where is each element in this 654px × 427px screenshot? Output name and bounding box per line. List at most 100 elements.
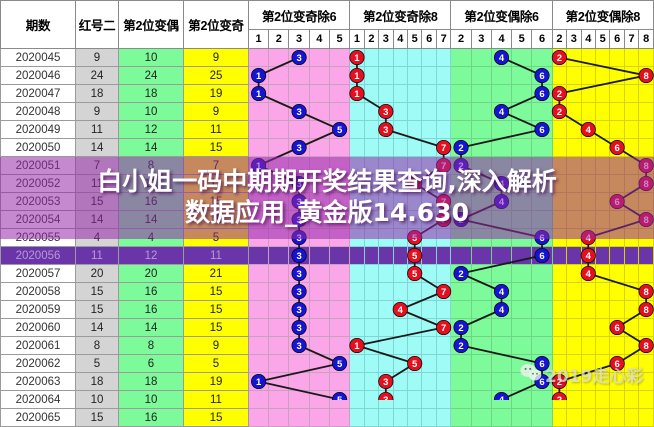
- table-row[interactable]: 2020059 15 16 15: [0, 300, 654, 319]
- cell-slot-3-6: [531, 138, 553, 157]
- cell-slot-2-3: [378, 354, 394, 373]
- cell-slot-2-5: [406, 300, 423, 319]
- cell-slot-4-5: [594, 282, 611, 301]
- cell-slot-3-4: [490, 336, 513, 355]
- cell-slot-1-4: [308, 48, 330, 67]
- cell-slot-4-8: [638, 246, 654, 265]
- cell-slot-2-1: [349, 372, 365, 391]
- cell-slot-4-4: [580, 120, 596, 139]
- table-row[interactable]: 2020050 14 14 15: [0, 138, 654, 157]
- cell-slot-2-5: [406, 102, 423, 121]
- cell-slot-2-6: [421, 336, 437, 355]
- table-row[interactable]: 2020065 15 16 15: [0, 408, 654, 427]
- table-row[interactable]: 2020061 8 8 9: [0, 336, 654, 355]
- cell-slot-1-2: [268, 408, 290, 427]
- cell-slot-1-1: [247, 300, 270, 319]
- cell-even: 18: [118, 84, 184, 103]
- cell-slot-1-1: [247, 336, 270, 355]
- cell-slot-2-2: [363, 138, 380, 157]
- cell-slot-4-2: [551, 102, 568, 121]
- cell-slot-2-7: [435, 408, 452, 427]
- cell-issue: 2020063: [0, 372, 76, 391]
- cell-slot-4-4: [580, 408, 596, 427]
- cell-slot-2-3: [378, 408, 394, 427]
- cell-slot-2-4: [392, 300, 408, 319]
- cell-slot-4-2: [551, 282, 568, 301]
- cell-slot-2-6: [421, 264, 437, 283]
- cell-slot-1-4: [308, 282, 330, 301]
- cell-slot-4-3: [566, 318, 582, 337]
- cell-slot-4-6: [609, 336, 625, 355]
- cell-slot-1-2: [268, 66, 290, 85]
- cell-slot-4-2: [551, 246, 568, 265]
- cell-issue: 2020062: [0, 354, 76, 373]
- cell-even: 12: [118, 120, 184, 139]
- cell-slot-2-3: [378, 66, 394, 85]
- cell-slot-3-6: [531, 300, 553, 319]
- header-group-2: 第2位变奇除8: [349, 0, 452, 30]
- banner-line-2: 数据应用_黄金版14.630: [185, 198, 469, 227]
- cell-slot-3-5: [511, 300, 533, 319]
- cell-slot-3-4: [490, 246, 513, 265]
- cell-red2: 5: [75, 354, 119, 373]
- cell-red2: 18: [75, 84, 119, 103]
- cell-slot-1-2: [268, 300, 290, 319]
- cell-slot-4-5: [594, 120, 611, 139]
- table-row[interactable]: 2020048 9 10 9: [0, 102, 654, 121]
- cell-slot-4-6: [609, 408, 625, 427]
- header-col-2-4: 4: [392, 29, 408, 49]
- cell-slot-3-3: [470, 336, 492, 355]
- cell-slot-2-3: [378, 48, 394, 67]
- cell-slot-1-1: [247, 264, 270, 283]
- cell-slot-2-1: [349, 264, 365, 283]
- cell-issue: 2020050: [0, 138, 76, 157]
- cell-slot-2-2: [363, 120, 380, 139]
- cell-slot-4-8: [638, 264, 654, 283]
- cell-slot-3-6: [531, 318, 553, 337]
- cell-slot-4-5: [594, 84, 611, 103]
- cell-slot-1-4: [308, 66, 330, 85]
- cell-odd: 19: [183, 84, 249, 103]
- cell-slot-2-3: [378, 120, 394, 139]
- cell-slot-4-6: [609, 48, 625, 67]
- cell-slot-2-2: [363, 48, 380, 67]
- cell-slot-4-7: [623, 102, 640, 121]
- cell-slot-2-6: [421, 48, 437, 67]
- cell-slot-4-5: [594, 138, 611, 157]
- cell-slot-2-1: [349, 300, 365, 319]
- cell-slot-3-3: [470, 282, 492, 301]
- cell-slot-2-3: [378, 264, 394, 283]
- cell-slot-2-5: [406, 138, 423, 157]
- cell-slot-2-6: [421, 408, 437, 427]
- cell-slot-4-4: [580, 84, 596, 103]
- cell-slot-1-3: [288, 246, 310, 265]
- cell-slot-1-1: [247, 282, 270, 301]
- cell-slot-2-4: [392, 372, 408, 391]
- cell-slot-1-1: [247, 84, 270, 103]
- header-col-4-7: 7: [623, 29, 640, 49]
- cell-even: 18: [118, 372, 184, 391]
- table-row[interactable]: 2020045 9 10 9: [0, 48, 654, 67]
- cell-slot-3-6: [531, 282, 553, 301]
- table-row[interactable]: 2020046 24 24 25: [0, 66, 654, 85]
- cell-slot-2-6: [421, 300, 437, 319]
- cell-slot-3-5: [511, 84, 533, 103]
- cell-even: 24: [118, 66, 184, 85]
- cell-slot-4-6: [609, 102, 625, 121]
- table-row[interactable]: 2020060 14 14 15: [0, 318, 654, 337]
- cell-slot-2-4: [392, 120, 408, 139]
- cell-slot-1-1: [247, 372, 270, 391]
- cell-slot-2-5: [406, 48, 423, 67]
- cell-slot-2-2: [363, 372, 380, 391]
- table-row[interactable]: 2020047 18 18 19: [0, 84, 654, 103]
- table-row[interactable]: 2020056 11 12 11: [0, 246, 654, 265]
- table-row[interactable]: 2020058 15 16 15: [0, 282, 654, 301]
- cell-slot-2-1: [349, 354, 365, 373]
- cell-odd: 5: [183, 354, 249, 373]
- table-row[interactable]: 2020057 20 20 21: [0, 264, 654, 283]
- cell-slot-4-6: [609, 246, 625, 265]
- cell-slot-3-6: [531, 246, 553, 265]
- table-row[interactable]: 2020049 11 12 11: [0, 120, 654, 139]
- cell-slot-2-7: [435, 120, 452, 139]
- cell-slot-4-8: [638, 300, 654, 319]
